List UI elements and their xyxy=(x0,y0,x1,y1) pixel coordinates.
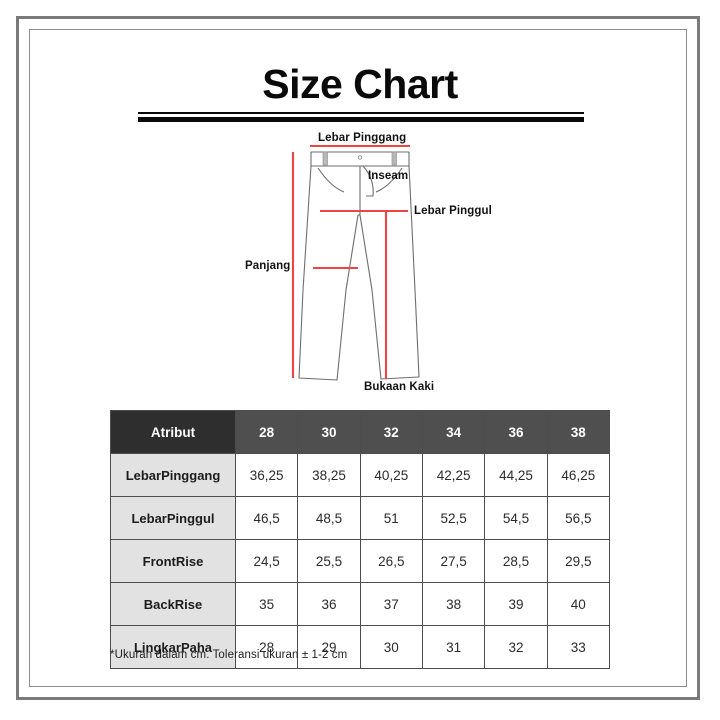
cell-value: 26,5 xyxy=(359,539,423,583)
label-inseam: Inseam xyxy=(368,170,409,182)
cell-value: 35 xyxy=(234,582,299,626)
cell-value: 25,5 xyxy=(297,539,361,583)
cell-value: 37 xyxy=(359,582,423,626)
cell-value: 52,5 xyxy=(421,496,486,540)
title-rule-thick xyxy=(138,117,584,122)
cell-value: 54,5 xyxy=(484,496,548,540)
cell-value: 36,25 xyxy=(234,453,299,497)
cell-value: 24,5 xyxy=(234,539,299,583)
table-header-row: Atribut 28 30 32 34 36 38 xyxy=(110,410,611,454)
size-table-body: LebarPinggang 36,25 38,25 40,25 42,25 44… xyxy=(110,453,611,669)
cell-value: 48,5 xyxy=(297,496,361,540)
table-row: LebarPinggang 36,25 38,25 40,25 42,25 44… xyxy=(110,453,611,497)
label-lebar-pinggang: Lebar Pinggang xyxy=(318,132,407,144)
size-note: *Ukuran dalam cm. Toleransi ukuran ± 1-2… xyxy=(110,649,348,661)
row-label: BackRise xyxy=(110,582,236,626)
decorative-frame-inner xyxy=(29,29,687,687)
column-header-34: 34 xyxy=(421,410,486,454)
label-bukaan-kaki: Bukaan Kaki xyxy=(364,381,435,393)
row-label: LebarPinggul xyxy=(110,496,236,540)
cell-value: 33 xyxy=(546,625,611,669)
table-row: LebarPinggul 46,5 48,5 51 52,5 54,5 56,5 xyxy=(110,496,611,540)
cell-value: 44,25 xyxy=(484,453,548,497)
column-header-atribut: Atribut xyxy=(110,410,236,454)
cell-value: 38 xyxy=(421,582,486,626)
row-label: LingkarPaha xyxy=(110,625,236,669)
cell-value: 46,25 xyxy=(546,453,611,497)
table-row: BackRise 35 36 37 38 39 40 xyxy=(110,582,611,626)
cell-value: 31 xyxy=(421,625,486,669)
trousers-measurement-diagram: Lebar Pinggang Inseam Lebar Pinggul Panj… xyxy=(245,132,492,393)
size-table: Atribut 28 30 32 34 36 38 LebarPinggang … xyxy=(110,410,611,669)
cell-value: 39 xyxy=(484,582,548,626)
cell-value: 36 xyxy=(297,582,361,626)
cell-value: 32 xyxy=(484,625,548,669)
cell-value: 40 xyxy=(546,582,611,626)
column-header-30: 30 xyxy=(297,410,361,454)
cell-value: 38,25 xyxy=(297,453,361,497)
column-header-32: 32 xyxy=(359,410,423,454)
cell-value: 29,5 xyxy=(546,539,611,583)
page-title: Size Chart xyxy=(262,61,458,107)
cell-value: 30 xyxy=(359,625,423,669)
table-row: LingkarPaha 28 29 30 31 32 33 xyxy=(110,625,611,669)
cell-value: 46,5 xyxy=(234,496,299,540)
table-row: FrontRise 24,5 25,5 26,5 27,5 28,5 29,5 xyxy=(110,539,611,583)
cell-value: 28,5 xyxy=(484,539,548,583)
cell-value: 51 xyxy=(359,496,423,540)
row-label: FrontRise xyxy=(110,539,236,583)
title-rule-thin xyxy=(138,112,584,114)
size-table-head: Atribut 28 30 32 34 36 38 xyxy=(110,410,611,454)
column-header-36: 36 xyxy=(484,410,548,454)
cell-value: 27,5 xyxy=(421,539,486,583)
row-label: LebarPinggang xyxy=(110,453,236,497)
cell-value: 56,5 xyxy=(546,496,611,540)
cell-value: 40,25 xyxy=(359,453,423,497)
cell-value: 28 xyxy=(234,625,299,669)
cell-value: 42,25 xyxy=(421,453,486,497)
size-table-wrapper: Atribut 28 30 32 34 36 38 LebarPinggang … xyxy=(110,410,611,669)
cell-value: 29 xyxy=(297,625,361,669)
decorative-frame-outer xyxy=(16,16,700,700)
column-header-28: 28 xyxy=(234,410,299,454)
column-header-38: 38 xyxy=(546,410,611,454)
label-lebar-pinggul: Lebar Pinggul xyxy=(414,205,492,217)
label-panjang: Panjang xyxy=(245,260,291,272)
